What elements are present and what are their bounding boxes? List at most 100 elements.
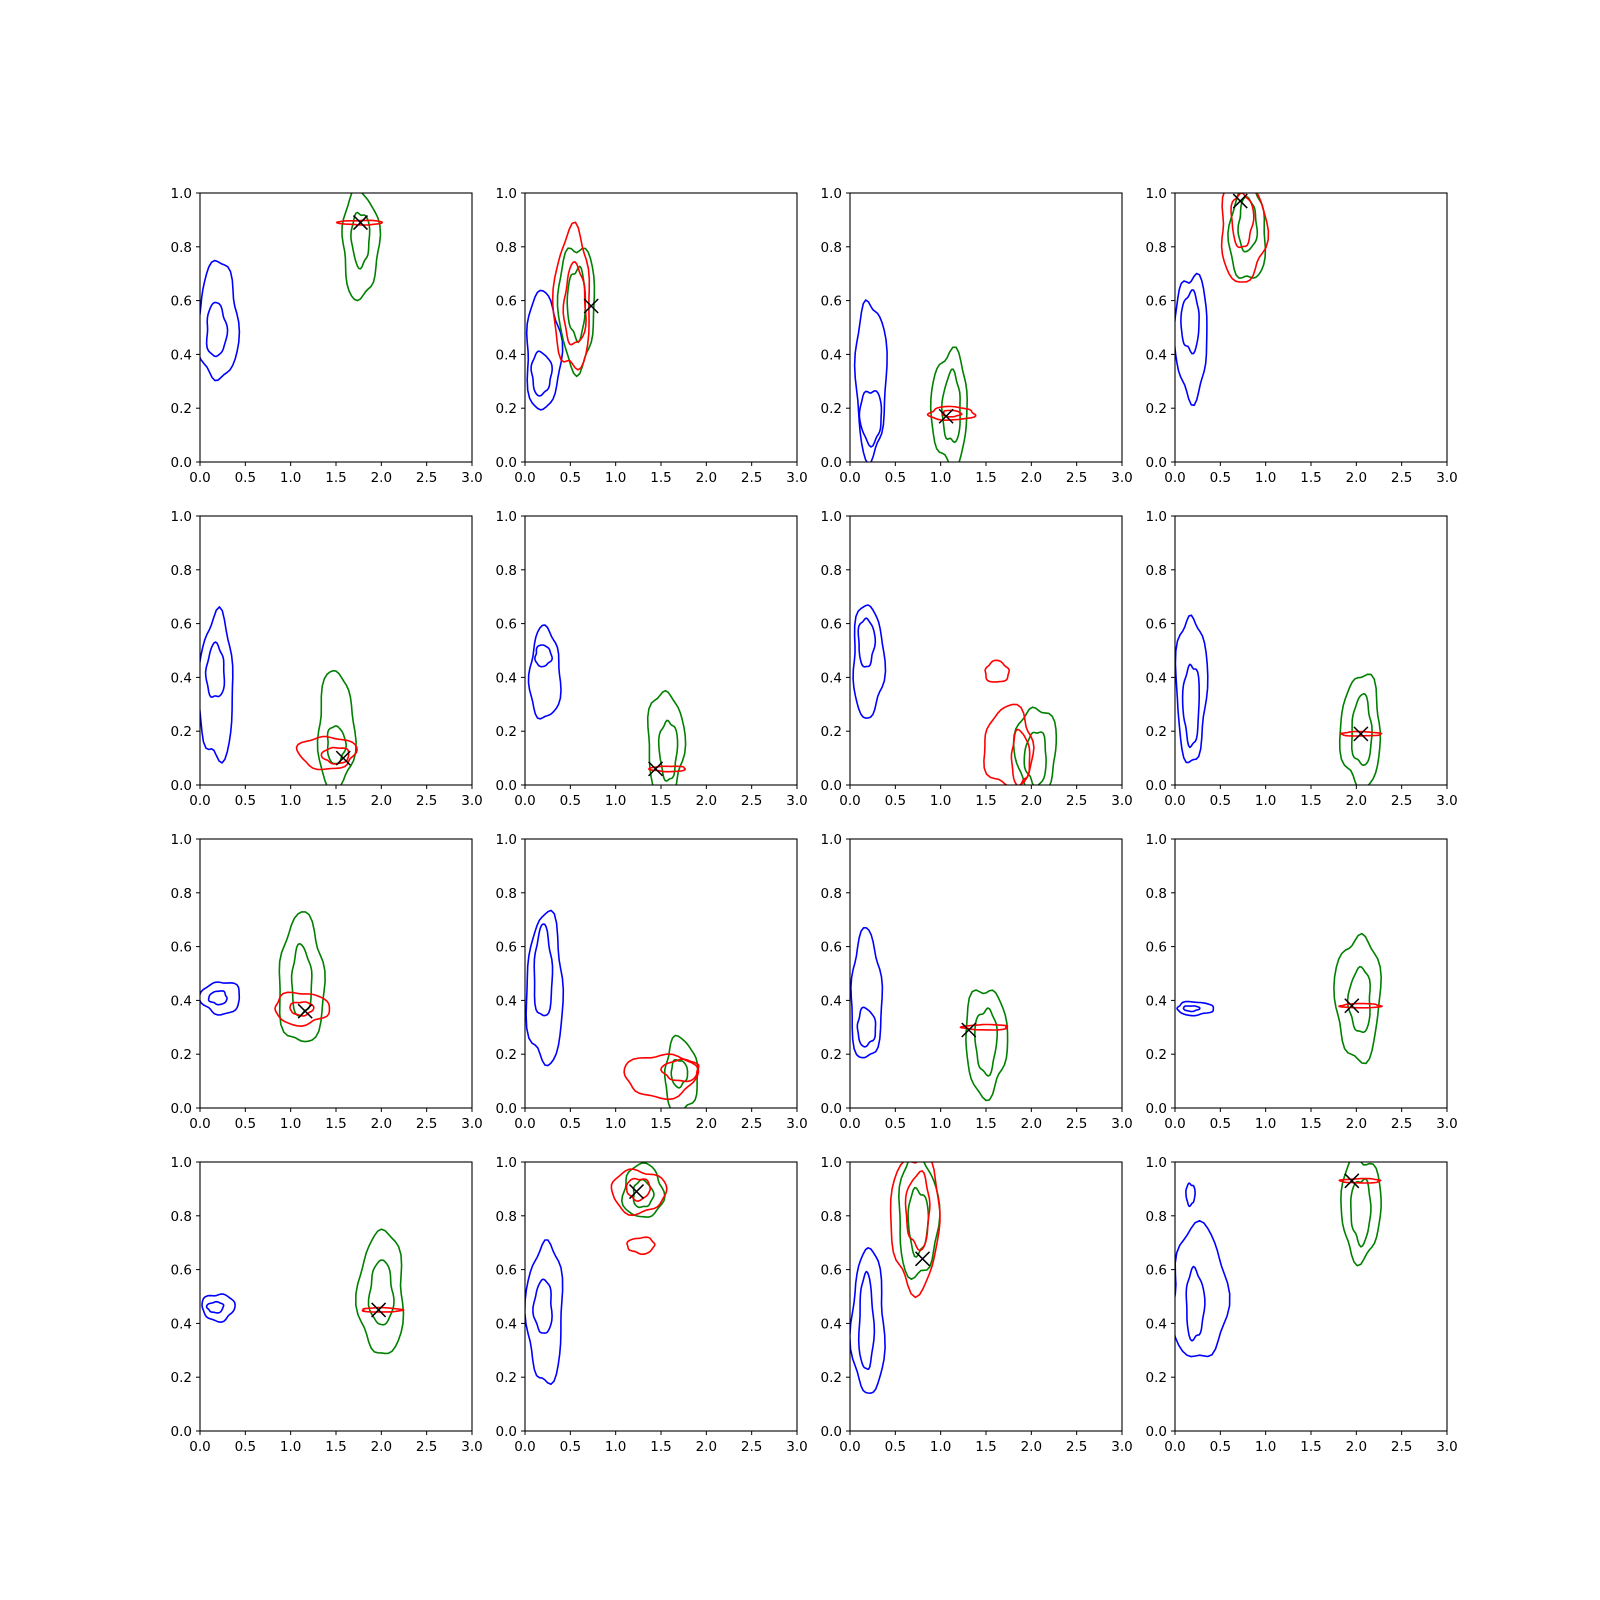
- plot-area: [525, 1162, 668, 1385]
- y-tick-label: 0.4: [171, 993, 192, 1009]
- y-tick-label: 0.6: [1146, 940, 1167, 956]
- y-tick-label: 0.0: [496, 1101, 517, 1117]
- x-tick-label: 0.5: [885, 1116, 906, 1132]
- x-tick-label: 3.0: [1436, 1116, 1457, 1132]
- x-tick-label: 2.0: [1346, 1116, 1367, 1132]
- x-tick-label: 0.5: [235, 1439, 256, 1455]
- x-tick-label: 2.0: [1021, 470, 1042, 486]
- x-tick-label: 3.0: [786, 470, 807, 486]
- green-contour: [1338, 673, 1382, 785]
- x-tick-label: 1.0: [1255, 470, 1276, 486]
- blue-contour: [205, 1300, 225, 1314]
- y-tick-label: 1.0: [496, 509, 517, 525]
- y-tick-label: 1.0: [821, 186, 842, 202]
- y-tick-label: 0.0: [171, 455, 192, 471]
- y-tick-label: 1.0: [1146, 1155, 1167, 1171]
- x-tick-label: 0.5: [560, 793, 581, 809]
- x-tick-label: 3.0: [461, 470, 482, 486]
- plot-area: [201, 1228, 405, 1355]
- axes-frame: [1174, 1161, 1448, 1432]
- x-tick-label: 1.5: [975, 793, 996, 809]
- subplot-10: 0.0 0.5 1.0 1.5 2.0 2.5 3.0 0.0 0.2 0.4 0.6 0.8 1.0: [496, 832, 808, 1132]
- x-tick-label: 3.0: [1111, 1116, 1132, 1132]
- y-tick-label: 0.6: [171, 940, 192, 956]
- x-tick-label: 3.0: [1436, 470, 1457, 486]
- axes-frame: [199, 838, 473, 1109]
- red-contour: [626, 1236, 656, 1255]
- y-tick-label: 0.4: [496, 1316, 517, 1332]
- x-tick-label: 0.0: [189, 470, 210, 486]
- x-marker: [648, 761, 664, 777]
- y-tick-label: 0.8: [171, 240, 192, 256]
- y-tick-label: 0.0: [171, 1424, 192, 1440]
- blue-contour: [200, 606, 234, 764]
- green-contour: [1350, 1178, 1372, 1248]
- red-contour: [625, 1177, 651, 1202]
- blue-contour: [853, 299, 888, 462]
- subplot-9: 0.0 0.5 1.0 1.5 2.0 2.5 3.0 0.0 0.2 0.4 0.6 0.8 1.0: [171, 832, 483, 1132]
- blue-contour: [530, 350, 553, 397]
- x-tick-label: 0.5: [560, 1439, 581, 1455]
- y-tick-label: 0.0: [171, 1101, 192, 1117]
- x-tick-label: 1.5: [650, 470, 671, 486]
- red-contour: [959, 1023, 1009, 1031]
- x-marker: [1344, 998, 1360, 1014]
- blue-contour: [858, 390, 883, 448]
- y-tick-label: 0.2: [171, 1047, 192, 1063]
- x-tick-label: 1.0: [280, 1116, 301, 1132]
- x-tick-label: 2.5: [741, 470, 762, 486]
- green-contour: [1346, 965, 1371, 1034]
- y-tick-label: 0.6: [821, 294, 842, 310]
- blue-contour: [204, 641, 226, 698]
- y-tick-label: 0.6: [496, 294, 517, 310]
- x-tick-label: 1.5: [1300, 1116, 1321, 1132]
- red-contour: [295, 735, 358, 771]
- x-tick-label: 1.0: [605, 1116, 626, 1132]
- x-tick-label: 2.5: [741, 793, 762, 809]
- x-tick-label: 3.0: [461, 793, 482, 809]
- x-tick-label: 0.0: [514, 793, 535, 809]
- y-tick-label: 0.6: [821, 617, 842, 633]
- x-tick-label: 1.5: [325, 1116, 346, 1132]
- y-tick-label: 0.6: [171, 294, 192, 310]
- y-tick-label: 1.0: [821, 1155, 842, 1171]
- y-tick-label: 0.0: [496, 1424, 517, 1440]
- plot-area: [200, 606, 358, 785]
- axes-frame: [1174, 515, 1448, 786]
- blue-contour: [534, 644, 553, 668]
- y-tick-label: 0.6: [821, 1263, 842, 1279]
- green-contour: [1012, 706, 1058, 785]
- y-tick-label: 0.4: [171, 1316, 192, 1332]
- y-tick-label: 0.6: [1146, 294, 1167, 310]
- y-tick-label: 0.6: [1146, 617, 1167, 633]
- x-tick-label: 1.0: [930, 793, 951, 809]
- x-tick-label: 1.5: [325, 793, 346, 809]
- x-tick-label: 0.5: [1210, 793, 1231, 809]
- x-tick-label: 2.5: [1066, 793, 1087, 809]
- x-tick-label: 1.5: [1300, 793, 1321, 809]
- plot-area: [1175, 193, 1270, 407]
- y-tick-label: 0.4: [1146, 670, 1167, 686]
- plot-area: [850, 927, 1009, 1102]
- axes-frame: [1174, 192, 1448, 463]
- y-tick-label: 0.8: [821, 563, 842, 579]
- blue-contour: [857, 1270, 876, 1370]
- green-contour: [907, 1187, 930, 1258]
- axes-frame: [1174, 838, 1448, 1109]
- green-contour: [657, 719, 679, 782]
- x-marker: [628, 1184, 645, 1200]
- subplot-7: 0.0 0.5 1.0 1.5 2.0 2.5 3.0 0.0 0.2 0.4 0.6 0.8 1.0: [821, 509, 1133, 809]
- x-tick-label: 0.5: [885, 793, 906, 809]
- y-tick-label: 0.0: [1146, 455, 1167, 471]
- y-tick-label: 0.0: [821, 1424, 842, 1440]
- red-contour: [274, 991, 331, 1027]
- green-contour: [670, 1058, 689, 1089]
- x-tick-label: 2.0: [371, 1439, 392, 1455]
- y-tick-label: 0.4: [496, 670, 517, 686]
- y-tick-label: 0.2: [171, 1370, 192, 1386]
- x-marker: [961, 1022, 977, 1038]
- blue-contour: [1180, 289, 1200, 355]
- x-tick-label: 0.5: [560, 470, 581, 486]
- y-tick-label: 0.8: [171, 1209, 192, 1225]
